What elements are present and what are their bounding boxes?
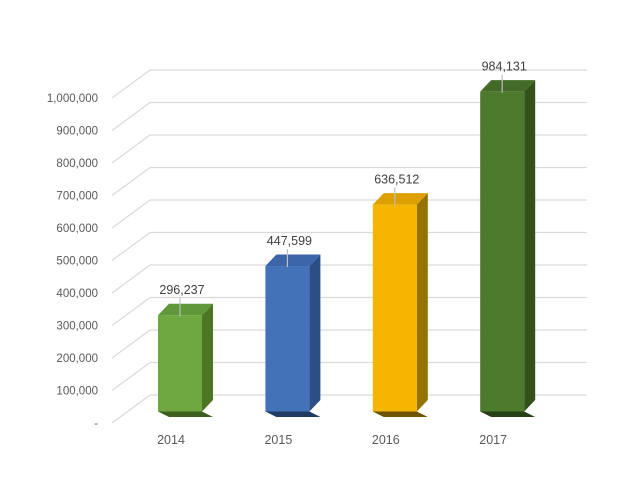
bar-side-face [416, 193, 428, 412]
bar-side-face [309, 254, 321, 412]
x-axis-category-label: 2017 [479, 433, 507, 447]
y-axis-tick-label: 900,000 [56, 126, 98, 138]
bar-front-face [265, 266, 310, 412]
x-axis-category-label: 2015 [264, 433, 292, 447]
y-axis-tick-label: 600,000 [56, 223, 98, 235]
bar-side-face [202, 303, 213, 412]
bar-top-face [480, 80, 536, 92]
bar-bottom-face [158, 411, 213, 417]
y-axis-tick-label: 100,000 [56, 386, 98, 398]
bar-top-face [372, 193, 428, 205]
bar-front-face [480, 91, 525, 412]
gridline-diagonal [111, 69, 151, 99]
bar-side-face [524, 80, 536, 412]
bar-top-face [158, 303, 213, 316]
gridline-diagonal [111, 297, 151, 326]
gridline-diagonal [111, 362, 151, 391]
y-axis-tick-label: 800,000 [56, 158, 98, 170]
x-axis-category-label: 2016 [372, 433, 400, 447]
gridline-diagonal [111, 264, 151, 294]
data-label: 447,599 [267, 234, 312, 248]
gridline-diagonal [111, 102, 151, 131]
y-axis-tick-label: 200,000 [56, 353, 98, 365]
x-axis-category-label: 2014 [157, 433, 185, 447]
gridline-diagonal [111, 167, 151, 196]
bar-front-face [158, 315, 202, 412]
y-axis-tick-label: 400,000 [56, 288, 98, 300]
data-label: 296,237 [159, 283, 204, 297]
y-axis-tick-label: 300,000 [56, 321, 98, 333]
gridline-diagonal [111, 394, 151, 424]
gridline-diagonal [111, 232, 151, 261]
data-label: 984,131 [482, 60, 527, 74]
bar-bottom-face [372, 411, 428, 417]
bar-front-face [372, 204, 417, 412]
y-axis-tick-label: 1,000,000 [47, 93, 98, 105]
y-axis-tick-label: - [94, 418, 98, 430]
y-axis-tick-label: 500,000 [56, 256, 98, 268]
y-axis-tick-label: 700,000 [56, 191, 98, 203]
gridline-diagonal [111, 199, 151, 229]
gridline-diagonal [111, 134, 151, 164]
gridline-diagonal [111, 329, 151, 359]
data-label: 636,512 [374, 173, 419, 187]
bar-bottom-face [265, 411, 321, 417]
bar-top-face [265, 254, 321, 267]
bar-bottom-face [480, 411, 536, 417]
